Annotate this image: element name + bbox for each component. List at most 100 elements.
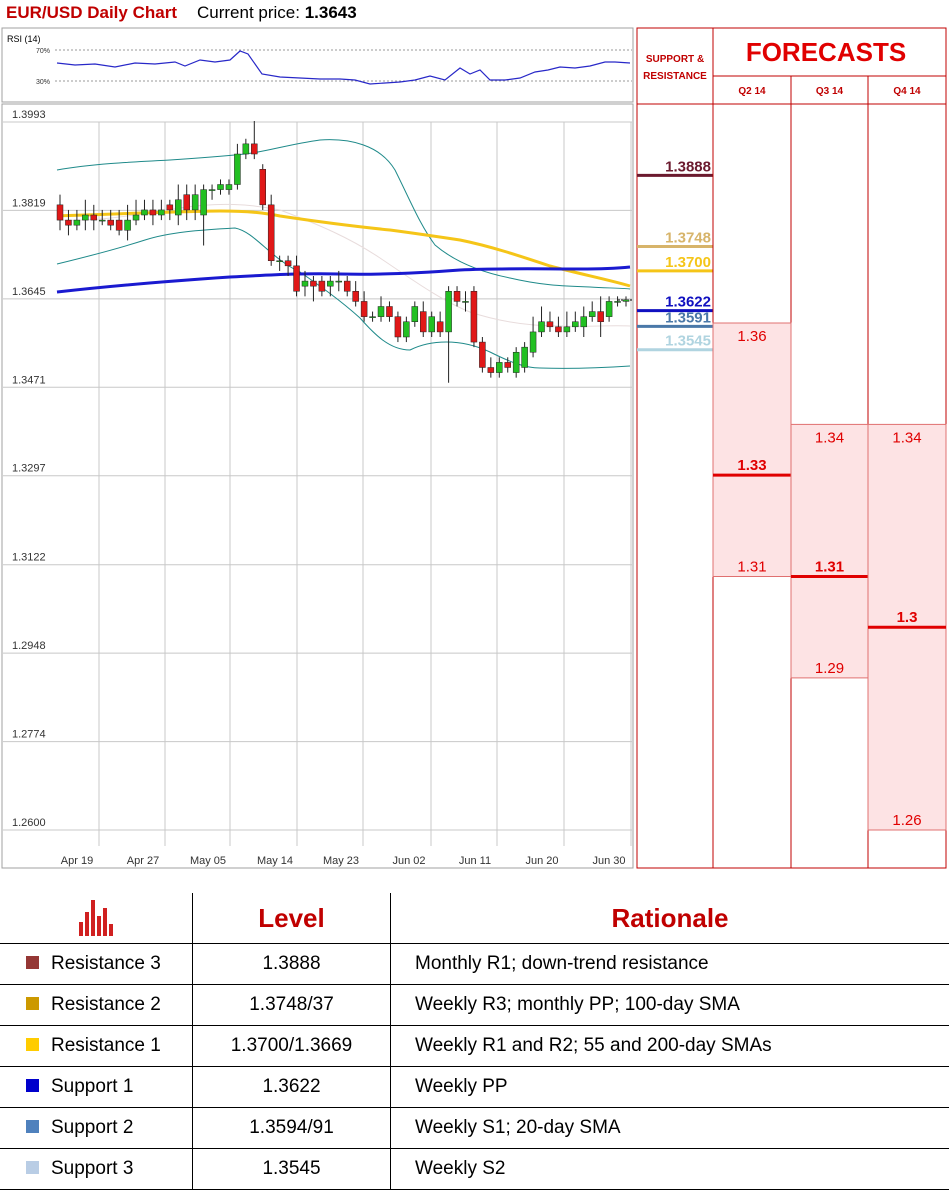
forecast-quarter-label: Q4 14 (893, 86, 921, 97)
level-name-cell: Resistance 1 (0, 1025, 193, 1067)
x-tick-label: May 23 (323, 855, 359, 867)
level-value: 1.3622 (192, 1066, 391, 1108)
candle-body (73, 219, 81, 226)
candle-body (597, 311, 604, 322)
candle-body (453, 290, 461, 302)
candle-body (141, 209, 148, 216)
candle-body (479, 341, 486, 368)
y-tick-label: 1.2774 (12, 729, 46, 741)
candle-body (436, 321, 444, 333)
table-row: Resistance 2 1.3748/37 Weekly R3; monthly … (0, 984, 949, 1026)
x-tick-label: Jun 20 (525, 855, 558, 867)
candle-body (521, 346, 528, 368)
sr-title-line2: RESISTANCE (643, 71, 707, 82)
level-value: 1.3700/1.3669 (192, 1025, 391, 1067)
color-swatch (26, 997, 39, 1011)
candle-body (360, 301, 368, 317)
x-axis: Apr 19 Apr 27 May 05 May 14 May 23 Jun 02 Jun … (61, 855, 626, 867)
level-name: Resistance 2 (51, 994, 161, 1015)
candle-body (377, 306, 385, 317)
forecast-low-label: 1.26 (892, 812, 921, 829)
sr-level-label: 1.3748 (665, 230, 711, 247)
candle-body (115, 219, 123, 231)
candle-body (369, 316, 376, 318)
candle-body (166, 204, 174, 211)
sr-level-label: 1.3700 (665, 254, 711, 271)
table-row: Support 1 1.3622 Weekly PP (0, 1066, 949, 1108)
bollinger-upper-band (56, 139, 631, 290)
candle-body (470, 290, 478, 343)
forecast-high-label: 1.34 (892, 429, 921, 446)
levels-table-body: Resistance 3 1.3888 Monthly R1; down-trend… (0, 943, 949, 1190)
rsi-panel (1, 27, 634, 103)
x-tick-label: Jun 11 (459, 855, 491, 867)
sr-level-label: 1.3591 (665, 309, 711, 326)
forecast-range (712, 322, 792, 577)
sma-200-line (56, 265, 631, 294)
candle-body (234, 153, 241, 185)
table-header-row: Level Rationale (0, 893, 949, 944)
candle-body (487, 367, 495, 373)
candle-body (124, 219, 131, 231)
forecast-mid-label: 1.3 (897, 609, 918, 626)
candle-body (529, 331, 537, 353)
x-tick-label: Jun 02 (392, 855, 425, 867)
forecast-mid-label: 1.31 (815, 559, 844, 576)
level-name-cell: Resistance 3 (0, 943, 193, 985)
candle-body (496, 362, 503, 373)
candle-body (445, 290, 452, 333)
x-tick-label: May 05 (190, 855, 226, 867)
chart-canvas: RSI (14) 70% 30% 1.3993 1.3819 1.3645 1.347… (1, 27, 947, 869)
sr-level-label: 1.3888 (665, 158, 711, 175)
color-swatch (26, 1161, 39, 1175)
sr-title-line1: SUPPORT & (646, 54, 704, 65)
candle-body (343, 280, 351, 292)
candle-body (284, 260, 292, 267)
x-tick-label: Jun 30 (592, 855, 625, 867)
grid (3, 121, 632, 846)
color-swatch (26, 1120, 39, 1134)
candle-body (175, 199, 182, 216)
forecast-range (790, 423, 869, 679)
candle-body (622, 299, 630, 302)
candle-body (276, 260, 283, 263)
levels-table: Level Rationale Resistance 3 1.3888 Monthl… (0, 893, 949, 1190)
candle-body (512, 351, 520, 373)
rsi-70-label: 70% (36, 48, 50, 55)
price-panel (1, 103, 634, 869)
current-price: Current price: 1.3643 (197, 3, 357, 23)
current-price-label: Current price: (197, 3, 300, 22)
candle-body (394, 316, 402, 338)
candle-body (98, 219, 106, 222)
candle-body (310, 280, 317, 287)
candle-body (191, 194, 199, 211)
chart-icon-cell (0, 893, 193, 944)
table-row: Resistance 3 1.3888 Monthly R1; down-trend… (0, 943, 949, 985)
candle-body (267, 204, 275, 262)
y-tick-label: 1.2948 (12, 640, 46, 652)
candle-body (149, 209, 157, 216)
candle-body (588, 311, 596, 317)
candle-body (462, 301, 469, 303)
candle-body (183, 194, 190, 211)
candle-body (242, 143, 250, 155)
candle-body (65, 219, 72, 226)
x-tick-label: Apr 19 (61, 855, 93, 867)
candle-body (335, 280, 343, 283)
candle-body (251, 143, 258, 155)
level-name: Resistance 3 (51, 953, 161, 974)
level-name: Support 3 (51, 1158, 134, 1179)
level-value: 1.3594/91 (192, 1107, 391, 1149)
sr-level-label: 1.3622 (665, 294, 711, 311)
candle-body (293, 265, 300, 292)
level-name: Support 1 (51, 1076, 134, 1097)
level-value: 1.3748/37 (192, 984, 391, 1026)
level-rationale: Weekly S1; 20-day SMA (390, 1107, 949, 1149)
forecast-title: FORECASTS (746, 37, 906, 67)
candle-body (107, 219, 114, 226)
candle-body (555, 326, 562, 333)
candle-body (301, 280, 309, 287)
y-tick-label: 1.3471 (12, 374, 46, 386)
candle-body (217, 184, 224, 190)
